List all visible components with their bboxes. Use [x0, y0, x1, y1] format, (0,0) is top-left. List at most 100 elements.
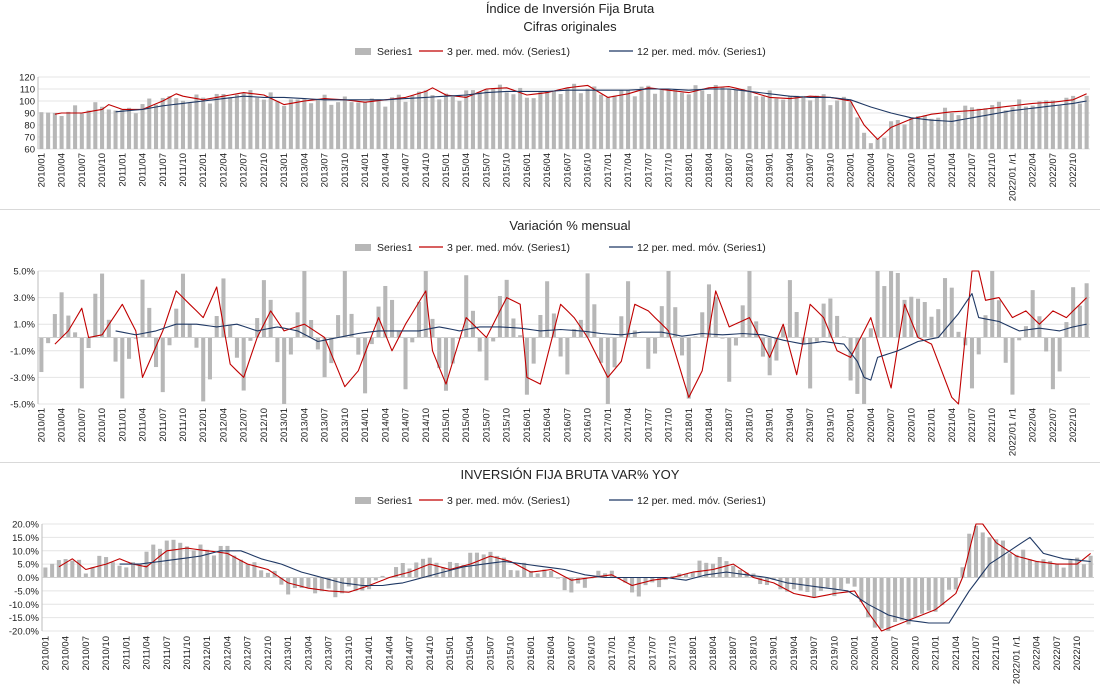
chart-title: INVERSIÓN FIJA BRUTA VAR% YOY: [461, 467, 680, 482]
y-tick-label: 60: [24, 145, 35, 156]
bar: [383, 285, 388, 338]
x-tick-label: 2018/07: [724, 153, 735, 187]
x-tick-label: 2016/07: [562, 408, 573, 442]
bar: [852, 577, 857, 587]
bar: [785, 577, 790, 592]
x-tick-label: 2015/07: [485, 636, 496, 670]
bar: [282, 105, 287, 149]
bar: [292, 577, 297, 589]
y-tick-label: 100: [19, 97, 35, 108]
legend: Series1 3 per. med. móv. (Series1) 12 per.…: [355, 495, 766, 507]
x-tick-label: 2021/07: [967, 408, 978, 442]
bar: [841, 96, 846, 149]
x-tick-label: 2014/01: [360, 153, 371, 187]
bar: [86, 337, 91, 349]
x-tick-label: 2012/10: [263, 636, 274, 670]
bar: [363, 337, 368, 394]
bar: [93, 293, 98, 338]
x-tick-label: 2017/07: [643, 408, 654, 442]
x-tick-label: 2019/04: [789, 636, 800, 670]
bar: [1041, 559, 1046, 578]
bar: [886, 577, 891, 631]
bar: [700, 312, 705, 338]
bar: [56, 560, 61, 578]
bar: [349, 102, 354, 149]
y-tick-label: 1.0%: [13, 320, 35, 331]
bar: [821, 94, 826, 149]
y-tick-label: 0.0%: [17, 573, 39, 584]
bar: [184, 546, 190, 578]
bar: [245, 564, 250, 578]
x-tick-label: 2013/01: [279, 408, 290, 442]
bar: [322, 337, 327, 378]
bar: [383, 106, 388, 149]
bar: [90, 567, 95, 578]
bar: [349, 313, 354, 338]
legend-entry: 3 per. med. móv. (Series1): [447, 495, 570, 507]
bar: [953, 577, 958, 590]
bar: [329, 104, 334, 149]
bar: [1081, 564, 1086, 578]
bar: [369, 337, 374, 345]
bar: [551, 313, 556, 338]
legend-entry: Series1: [377, 46, 413, 58]
x-tick-label: 2012/07: [239, 408, 250, 442]
bar: [329, 337, 334, 364]
x-tick-label: 2011/01: [121, 636, 132, 670]
bar: [969, 337, 975, 389]
x-tick-label: 2014/01: [360, 408, 371, 442]
bar: [841, 336, 846, 338]
bar: [686, 94, 691, 149]
x-tick-label: 2010/10: [97, 408, 108, 442]
bar: [518, 87, 523, 149]
x-tick-label: 2015/04: [461, 408, 472, 442]
bar: [79, 337, 84, 389]
bar: [104, 557, 109, 578]
x-tick-label: 2020/07: [890, 636, 901, 670]
bar: [778, 577, 783, 590]
x-tick-label: 2011/10: [178, 153, 189, 187]
bar: [488, 551, 493, 578]
x-tick-label: 2019/01: [765, 153, 776, 187]
x-tick-label: 2022/07: [1048, 408, 1059, 442]
bar: [653, 93, 658, 149]
bar: [504, 279, 509, 338]
y-tick-label: -10.0%: [9, 600, 40, 611]
bar: [690, 572, 695, 578]
bar: [86, 110, 91, 149]
bar: [940, 577, 945, 606]
moving-average-3-line: [54, 270, 1087, 405]
bar: [282, 337, 287, 404]
bar: [812, 577, 817, 598]
bar: [913, 577, 918, 618]
bar: [1014, 554, 1019, 578]
x-tick-label: 2019/10: [825, 408, 836, 442]
bar: [538, 315, 543, 338]
bar: [1048, 560, 1053, 578]
y-tick-label: 120: [19, 73, 35, 84]
bar: [899, 577, 904, 621]
bar: [895, 120, 900, 149]
bar: [396, 331, 401, 338]
x-tick-label: 2011/01: [117, 153, 128, 187]
bar: [322, 94, 327, 149]
x-tick-label: 2022/10: [1072, 636, 1083, 670]
legend-swatch-bar: [355, 48, 371, 55]
bar: [238, 559, 243, 578]
bar: [400, 562, 405, 578]
bar: [241, 337, 246, 391]
bar: [524, 337, 529, 395]
bar: [774, 98, 779, 149]
bar: [207, 337, 212, 380]
y-tick-label: 90: [24, 109, 35, 120]
y-tick-label: 70: [24, 133, 35, 144]
bar: [248, 337, 253, 341]
bar: [1071, 287, 1076, 338]
bar: [848, 337, 853, 381]
bar: [1003, 110, 1008, 149]
bar: [259, 570, 264, 578]
x-tick-label: 2015/10: [502, 408, 513, 442]
bar: [313, 577, 318, 594]
bar: [760, 337, 765, 357]
bar: [670, 576, 675, 578]
